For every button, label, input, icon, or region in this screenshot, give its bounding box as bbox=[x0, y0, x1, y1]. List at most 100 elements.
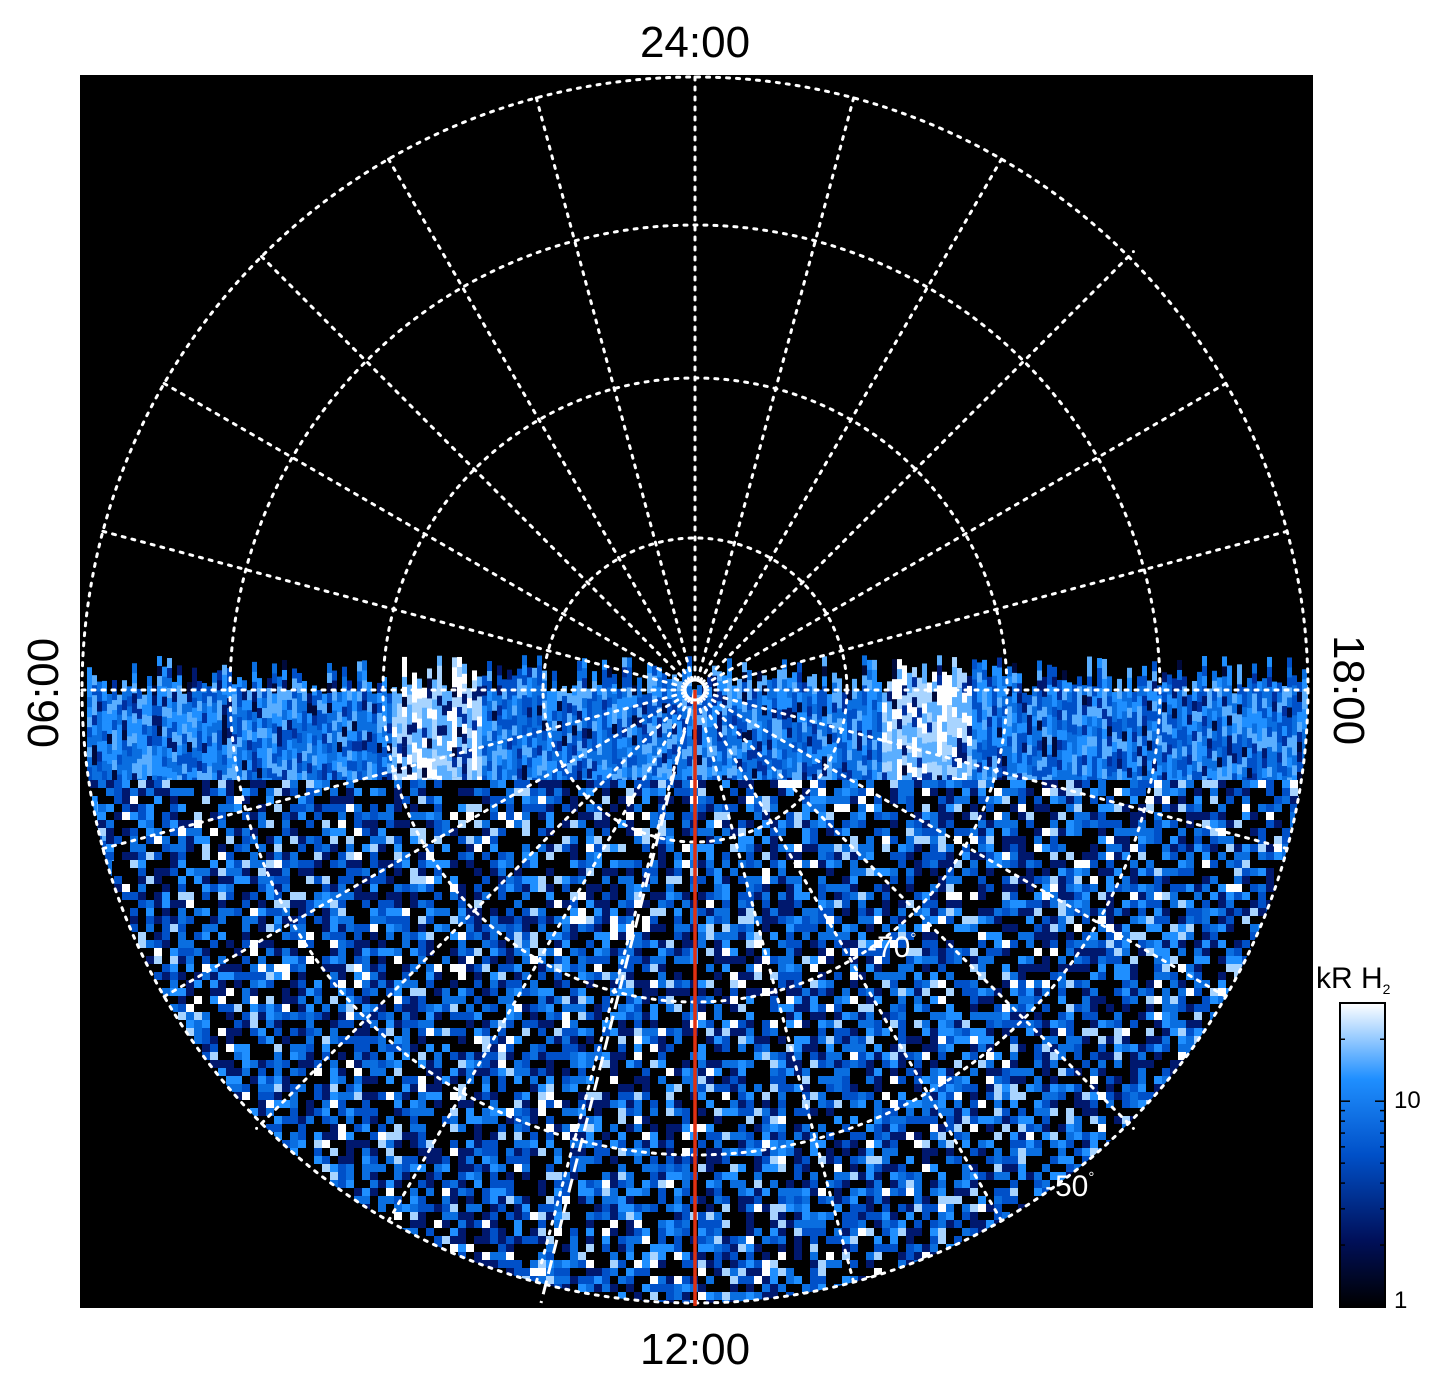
emission-pixel bbox=[410, 788, 418, 796]
emission-pixel bbox=[347, 720, 352, 736]
emission-pixel bbox=[272, 763, 277, 781]
emission-pixel bbox=[892, 719, 897, 730]
emission-pixel bbox=[372, 743, 377, 758]
emission-pixel bbox=[222, 674, 227, 686]
emission-pixel bbox=[297, 672, 302, 687]
emission-pixel bbox=[572, 755, 577, 775]
emission-pixel bbox=[712, 755, 717, 773]
emission-pixel bbox=[192, 727, 197, 744]
emission-pixel bbox=[132, 763, 137, 774]
emission-pixel bbox=[954, 788, 962, 796]
emission-pixel bbox=[152, 685, 157, 705]
emission-pixel bbox=[138, 796, 146, 804]
emission-pixel bbox=[302, 740, 307, 760]
emission-pixel bbox=[322, 693, 327, 709]
emission-pixel bbox=[1250, 780, 1258, 788]
emission-pixel bbox=[202, 743, 207, 759]
emission-pixel bbox=[1210, 780, 1218, 788]
emission-pixel bbox=[617, 758, 622, 778]
emission-pixel bbox=[658, 788, 666, 796]
emission-pixel bbox=[122, 700, 127, 719]
emission-pixel bbox=[402, 780, 410, 788]
emission-pixel bbox=[730, 788, 738, 796]
emission-pixel bbox=[647, 693, 652, 712]
emission-pixel bbox=[626, 780, 634, 788]
emission-pixel bbox=[627, 687, 632, 706]
emission-pixel bbox=[217, 690, 222, 704]
emission-pixel bbox=[457, 666, 462, 680]
emission-pixel bbox=[197, 770, 202, 786]
emission-pixel bbox=[712, 745, 717, 764]
emission-pixel bbox=[257, 718, 262, 737]
emission-pixel bbox=[332, 730, 337, 751]
emission-pixel bbox=[162, 796, 170, 804]
emission-pixel bbox=[112, 770, 117, 787]
emission-pixel bbox=[757, 741, 762, 754]
emission-pixel bbox=[397, 713, 402, 732]
emission-pixel bbox=[157, 666, 162, 683]
emission-pixel bbox=[232, 714, 237, 732]
emission-pixel bbox=[107, 723, 112, 737]
auroral-emission-layer bbox=[87, 655, 1308, 1303]
emission-pixel bbox=[142, 764, 147, 782]
emission-pixel bbox=[602, 709, 607, 726]
emission-pixel bbox=[1106, 788, 1114, 796]
emission-pixel bbox=[442, 788, 450, 796]
emission-pixel bbox=[1267, 766, 1272, 779]
emission-pixel bbox=[490, 780, 498, 788]
emission-pixel bbox=[338, 788, 346, 796]
emission-pixel bbox=[87, 757, 92, 771]
emission-pixel bbox=[477, 766, 482, 778]
emission-pixel bbox=[177, 675, 182, 686]
emission-pixel bbox=[1258, 788, 1266, 796]
emission-pixel bbox=[762, 695, 767, 713]
emission-pixel bbox=[172, 721, 177, 740]
emission-pixel bbox=[597, 714, 602, 735]
emission-pixel bbox=[312, 755, 317, 773]
emission-pixel bbox=[347, 750, 352, 764]
emission-pixel bbox=[482, 788, 490, 796]
emission-pixel bbox=[498, 780, 506, 788]
emission-pixel bbox=[507, 679, 512, 694]
emission-pixel bbox=[642, 764, 647, 779]
emission-pixel bbox=[732, 705, 737, 722]
emission-pixel bbox=[1002, 780, 1010, 788]
emission-pixel bbox=[482, 705, 487, 723]
emission-pixel bbox=[1232, 713, 1237, 725]
emission-pixel bbox=[262, 688, 267, 706]
emission-pixel bbox=[978, 788, 986, 796]
emission-pixel bbox=[207, 756, 212, 774]
emission-pixel bbox=[530, 788, 538, 796]
emission-pixel bbox=[418, 780, 426, 788]
emission-pixel bbox=[142, 704, 147, 725]
emission-pixel bbox=[627, 717, 632, 730]
emission-pixel bbox=[152, 695, 157, 711]
emission-pixel bbox=[572, 765, 577, 776]
emission-pixel bbox=[547, 701, 552, 715]
emission-pixel bbox=[122, 796, 130, 804]
emission-pixel bbox=[717, 671, 722, 682]
emission-pixel bbox=[622, 727, 627, 739]
emission-pixel bbox=[492, 750, 497, 762]
emission-pixel bbox=[657, 737, 662, 755]
emission-pixel bbox=[778, 780, 786, 788]
emission-pixel bbox=[458, 780, 466, 788]
emission-pixel bbox=[702, 727, 707, 739]
emission-pixel bbox=[202, 723, 207, 735]
emission-pixel bbox=[717, 761, 722, 772]
emission-pixel bbox=[687, 736, 692, 751]
emission-pixel bbox=[242, 788, 250, 796]
emission-pixel bbox=[622, 757, 627, 770]
emission-pixel bbox=[1002, 788, 1010, 796]
emission-pixel bbox=[498, 788, 506, 796]
emission-pixel bbox=[682, 669, 687, 689]
emission-pixel bbox=[994, 788, 1002, 796]
emission-pixel bbox=[922, 780, 930, 788]
emission-pixel bbox=[698, 788, 706, 796]
emission-pixel bbox=[1112, 702, 1117, 713]
emission-pixel bbox=[87, 767, 92, 785]
emission-pixel bbox=[887, 711, 892, 723]
emission-pixel bbox=[457, 736, 462, 754]
emission-pixel bbox=[557, 751, 562, 766]
emission-pixel bbox=[1010, 788, 1018, 796]
